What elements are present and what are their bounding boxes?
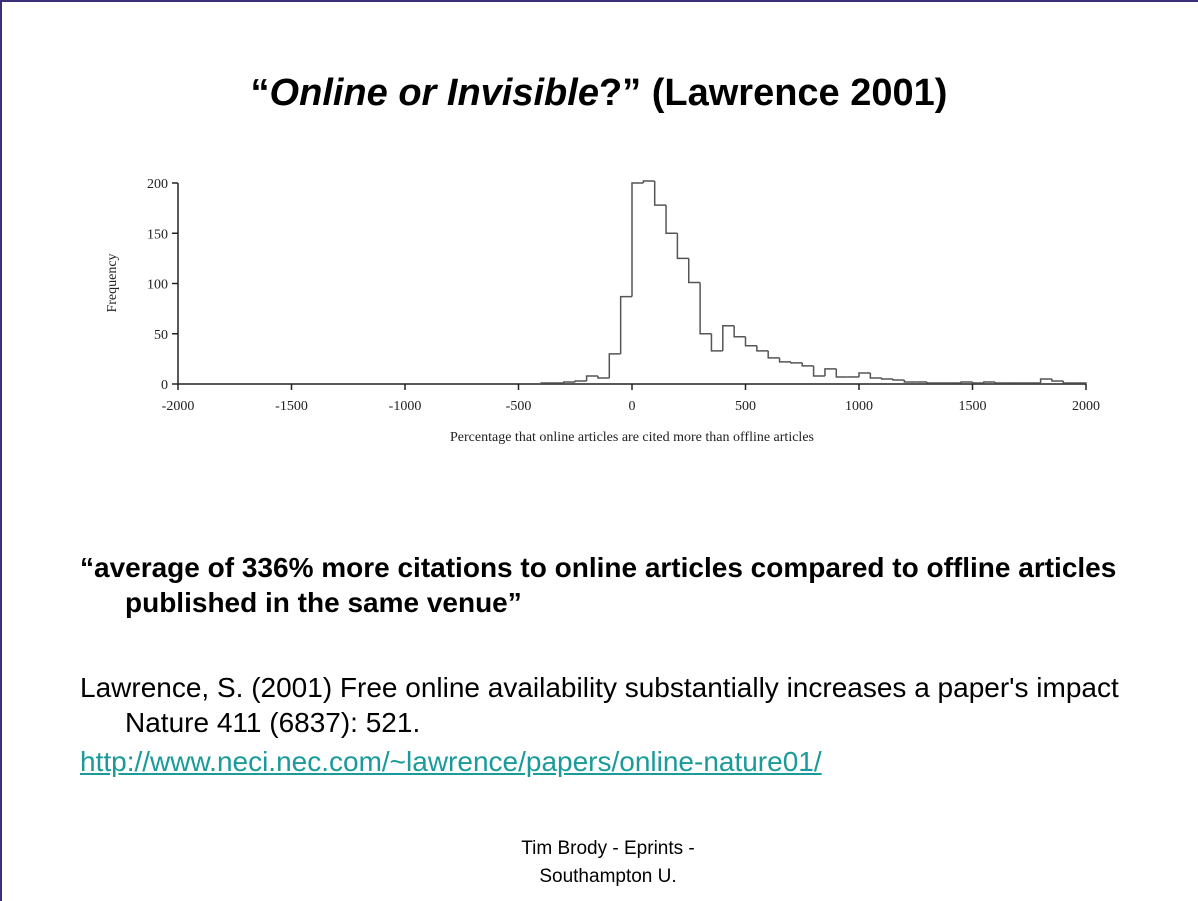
x-tick-label: 0	[629, 399, 636, 414]
y-axis-label: Frequency	[105, 253, 120, 312]
reference: Lawrence, S. (2001) Free online availabi…	[80, 672, 1119, 738]
x-tick-label: -2000	[162, 399, 195, 414]
histogram-bar	[926, 381, 939, 384]
histogram-bar	[790, 361, 803, 364]
histogram-bar	[767, 350, 780, 359]
slide-title: “Online or Invisible?” (Lawrence 2001)	[0, 72, 1198, 115]
histogram-bar	[983, 381, 996, 383]
x-tick-label: -500	[506, 399, 532, 414]
histogram-bar	[699, 282, 712, 335]
histogram-bar	[540, 382, 553, 384]
y-tick-label: 200	[147, 177, 168, 192]
histogram-bar	[835, 368, 848, 378]
histogram-bar	[710, 333, 723, 352]
y-tick-label: 100	[147, 278, 168, 293]
histogram-bar	[642, 180, 655, 183]
x-tick-label: 1500	[959, 399, 987, 414]
histogram-bar	[676, 233, 689, 260]
histogram-bar	[824, 368, 837, 376]
x-tick-label: 1000	[845, 399, 873, 414]
histogram-bar	[801, 362, 814, 367]
histogram-bar	[722, 324, 735, 351]
histogram-bar	[858, 372, 871, 377]
histogram-bar	[869, 372, 882, 379]
histogram-bar	[733, 325, 746, 338]
footer: Southampton U.	[539, 866, 677, 887]
x-tick-label: -1000	[389, 399, 422, 414]
histogram-bar	[1039, 378, 1052, 383]
title-part: ?” (Lawrence 2001)	[598, 72, 948, 114]
histogram-bar	[994, 381, 1007, 384]
histogram-bar	[688, 258, 701, 284]
x-tick-label: -1500	[275, 399, 308, 414]
x-tick-label: 500	[735, 399, 756, 414]
title-italic: Online or Invisible	[269, 72, 599, 114]
histogram-bar	[585, 375, 598, 381]
histogram-bar	[653, 180, 667, 206]
histogram-bar	[892, 378, 905, 381]
y-tick-label: 0	[161, 378, 168, 393]
chart: Percentage that online articles are cite…	[105, 177, 1100, 445]
histogram-bar	[608, 353, 621, 378]
histogram-bar	[631, 182, 644, 297]
histogram-bar	[1062, 380, 1075, 384]
histogram-bar	[597, 375, 610, 379]
histogram-bar	[756, 345, 769, 352]
histogram-bar	[812, 365, 825, 377]
x-tick-label: 2000	[1072, 399, 1100, 414]
histogram-bar	[778, 357, 791, 363]
histogram-bar	[619, 295, 632, 354]
quote: “average of 336% more citations to onlin…	[80, 552, 1117, 618]
histogram-bar	[1051, 378, 1064, 382]
footer: Tim Brody - Eprints -	[521, 838, 695, 859]
histogram-bar	[744, 336, 757, 347]
histogram-bar	[880, 377, 894, 380]
histogram-bar	[960, 381, 973, 383]
x-axis-label: Percentage that online articles are cite…	[450, 430, 814, 445]
histogram-bar	[574, 380, 587, 382]
y-tick-label: 150	[147, 227, 168, 242]
link[interactable]: http://www.neci.nec.com/~lawrence/papers…	[80, 746, 822, 777]
histogram-bar	[1074, 382, 1087, 384]
histogram-bar	[563, 381, 576, 383]
histogram-bar	[971, 381, 984, 384]
title-part: “	[250, 72, 270, 114]
y-tick-label: 50	[154, 328, 168, 343]
histogram-bar	[903, 379, 916, 383]
histogram-bar	[665, 205, 678, 234]
